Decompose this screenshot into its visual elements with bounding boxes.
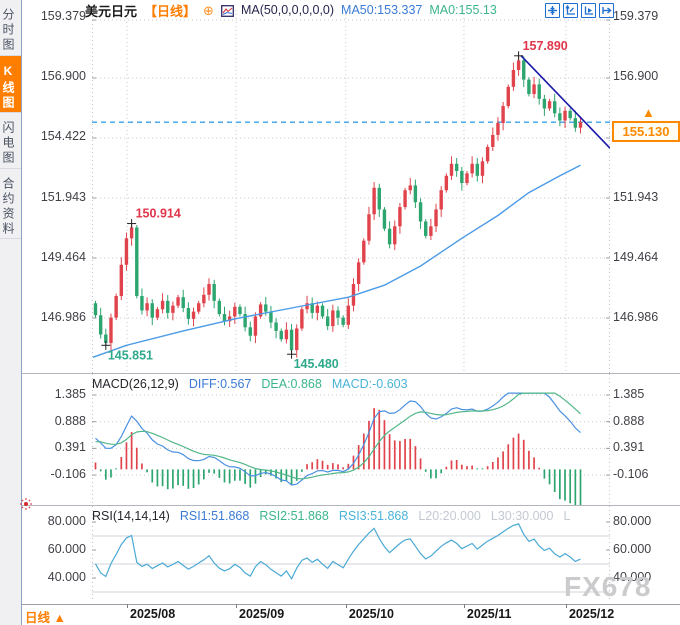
rsi-title[interactable]: RSI(14,14,14): [92, 509, 170, 523]
rsi2-value: RSI2:51.868: [259, 509, 329, 523]
symbol-title: 美元日元: [85, 3, 138, 19]
svg-text:157.890: 157.890: [523, 39, 568, 53]
price-axis-label-right: 149.464: [613, 250, 659, 264]
macd-axis-label-left: -0.106: [50, 467, 86, 481]
macd-axis-label-right: -0.106: [613, 467, 649, 481]
panel-divider[interactable]: [22, 505, 680, 506]
indicator-settings-icon[interactable]: [19, 497, 33, 511]
time-axis-bar: [22, 604, 680, 625]
price-up-arrow-icon: ▲: [642, 105, 655, 120]
date-tick: [127, 604, 129, 608]
svg-text:145.480: 145.480: [294, 357, 339, 371]
macd-axis-label-left: 1.385: [54, 387, 86, 401]
date-tick: [345, 604, 347, 608]
axis-scale-icon[interactable]: [563, 3, 578, 18]
rsi3-value: RSI3:51.868: [338, 509, 409, 523]
rsi-axis-label-right: 40.000: [613, 570, 652, 584]
macd-header: MACD(26,12,9) DIFF:0.567 DEA:0.868 MACD:…: [92, 377, 408, 391]
chart-header: 美元日元 【日线】 ⊕ MA(50,0,0,0,0,0) MA50:153.33…: [85, 2, 497, 19]
price-axis-label-right: 156.900: [613, 69, 659, 83]
date-tick: [236, 604, 237, 608]
price-axis-label-right: 151.943: [613, 190, 659, 204]
sidebar-tab-0[interactable]: 分时图: [0, 0, 21, 56]
price-axis-label-left: 151.943: [40, 190, 86, 204]
rsi-header: RSI(14,14,14) RSI1:51.868 RSI2:51.868 RS…: [92, 509, 570, 523]
price-axis-label-left: 154.422: [40, 129, 86, 143]
sidebar-tab-2[interactable]: 闪电图: [0, 113, 21, 169]
sidebar-tab-1[interactable]: K线图: [0, 56, 21, 113]
macd-title[interactable]: MACD(26,12,9): [92, 377, 179, 391]
rsi1-value: RSI1:51.868: [179, 509, 250, 523]
rsi-axis-label-left: 40.000: [47, 570, 86, 584]
panel-divider[interactable]: [22, 373, 680, 374]
crosshair-icon[interactable]: [545, 3, 560, 18]
rsi-l30-value: L30:30.000: [490, 509, 554, 523]
date-tick: [565, 604, 567, 608]
rsi-l-more: L: [563, 509, 571, 523]
chart-toolbar: [545, 3, 614, 18]
axis-pan-icon[interactable]: [581, 3, 596, 18]
main-price-chart[interactable]: 157.890 150.914 145.851 145.480: [92, 0, 610, 373]
macd-axis-label-left: 0.888: [54, 414, 86, 428]
current-price-badge: 155.130: [612, 121, 680, 142]
rsi-axis-label-left: 60.000: [47, 542, 86, 556]
price-axis-label-right: 146.986: [613, 310, 659, 324]
rsi-axis-label-left: 80.000: [47, 514, 86, 528]
macd-dea-value: DEA:0.868: [261, 377, 322, 391]
macd-macd-value: MACD:-0.603: [331, 377, 408, 391]
sidebar-tab-3[interactable]: 合约资料: [0, 169, 21, 239]
macd-axis-label-right: 0.391: [613, 440, 645, 454]
mini-chart-icon[interactable]: [220, 4, 234, 17]
svg-text:150.914: 150.914: [136, 207, 181, 221]
ma0-value: MA0:155.13: [429, 3, 497, 17]
macd-axis-label-right: 0.888: [613, 414, 645, 428]
price-axis-label-right: 159.379: [613, 9, 659, 23]
add-indicator-icon[interactable]: ⊕: [203, 2, 214, 18]
rsi-l20-value: L20:20.000: [418, 509, 481, 523]
rsi-axis-label-right: 60.000: [613, 542, 652, 556]
svg-text:145.851: 145.851: [108, 348, 153, 362]
price-axis-label-left: 156.900: [40, 69, 86, 83]
rsi-axis-label-right: 80.000: [613, 514, 652, 528]
macd-diff-value: DIFF:0.567: [188, 377, 252, 391]
date-label: 2025/10: [348, 607, 394, 621]
ma50-value: MA50:153.337: [341, 3, 423, 17]
date-label: 2025/09: [239, 607, 285, 621]
macd-axis-label-right: 1.385: [613, 387, 645, 401]
date-label: 2025/12: [568, 607, 615, 621]
date-tick: [463, 604, 465, 608]
sidebar: 分时图 K线图 闪电图 合约资料: [0, 0, 22, 625]
price-axis-label-left: 159.379: [40, 9, 86, 23]
price-axis-label-left: 149.464: [40, 250, 86, 264]
ma-settings-label: MA(50,0,0,0,0,0): [240, 3, 335, 17]
macd-axis-label-left: 0.391: [54, 440, 86, 454]
rsi-panel-chart[interactable]: [92, 506, 610, 600]
period-selector[interactable]: 日线 ▲: [25, 611, 66, 625]
period-tag: 【日线】: [144, 3, 197, 19]
go-latest-icon[interactable]: [599, 3, 614, 18]
macd-panel-chart[interactable]: [92, 374, 610, 505]
price-axis-label-left: 146.986: [40, 310, 86, 324]
date-label: 2025/11: [466, 607, 512, 621]
date-label: 2025/08: [130, 607, 176, 621]
